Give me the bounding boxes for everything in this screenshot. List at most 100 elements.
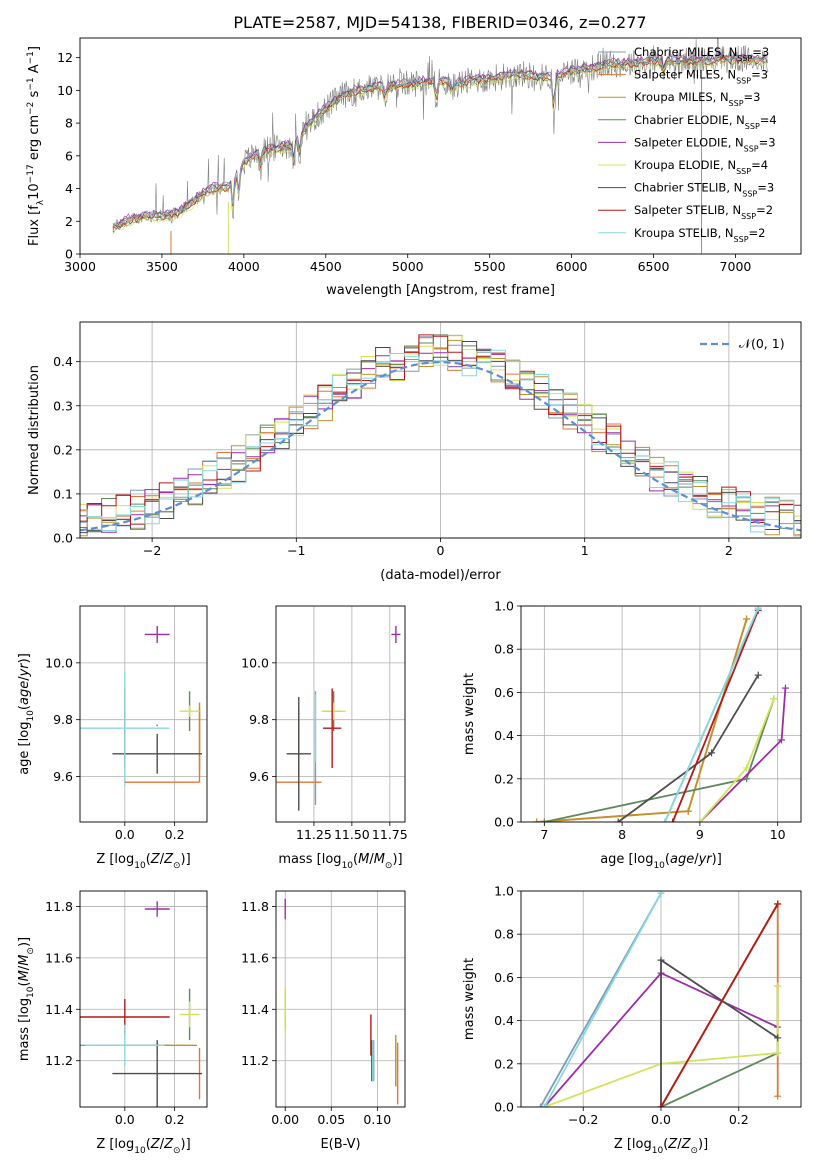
- label-part: Flux [f: [27, 205, 42, 246]
- label-part: 10: [27, 183, 42, 200]
- x-tick-label: −2: [143, 543, 161, 558]
- residual-histogram-step: [80, 349, 801, 537]
- y-tick-label: 0: [65, 247, 73, 262]
- y-tick-label: 9.6: [249, 769, 269, 784]
- y-axis-label: mass weight: [462, 958, 477, 1040]
- legend-label-tail: =2: [756, 203, 773, 217]
- mass-weight-line: [664, 607, 760, 822]
- error-bar-point: [323, 688, 342, 768]
- legend-label-subscript: SSP: [744, 144, 759, 153]
- label-part: age [log: [600, 852, 653, 867]
- label-part: (: [665, 852, 670, 867]
- label-part: Z: [150, 852, 161, 867]
- x-tick-label: 2: [725, 543, 733, 558]
- label-part: yr: [17, 662, 32, 678]
- y-tick-label: 9.8: [53, 712, 73, 727]
- x-tick-label: 0.0: [115, 827, 135, 842]
- label-part: (: [17, 705, 32, 710]
- label-part: s: [27, 90, 42, 101]
- legend-label-main: Kroupa MILES, N: [634, 90, 729, 104]
- axes-frame: [520, 605, 802, 823]
- y-tick-label: 11.8: [45, 899, 73, 914]
- axes-frame: [79, 321, 802, 539]
- x-tick-label: 6000: [556, 259, 588, 274]
- axes-frame: [79, 37, 802, 255]
- label-subscript: ⊙: [385, 861, 393, 871]
- error-bar-point: [179, 705, 200, 717]
- weight-vs-metallicity-panel: −0.2 0.0 0.20.00.20.40.60.81.0Z [log10(Z/Z…: [462, 884, 802, 1156]
- scatter-plot-area: [80, 901, 203, 1107]
- label-part: age: [17, 681, 32, 705]
- residuals-legend: 𝒩(0, 1): [700, 336, 785, 351]
- label-part: )]: [17, 653, 32, 663]
- label-superscript: −17: [26, 164, 36, 183]
- x-tick-label: 10: [770, 827, 786, 842]
- legend-entry-label: Chabrier MILES, NSSP=3: [634, 45, 769, 63]
- y-tick-label: 6: [65, 148, 73, 163]
- legend-entry-label: Chabrier ELODIE, NSSP=4: [634, 113, 777, 131]
- x-axis-label: mass [log10(M/M⊙)]: [278, 852, 402, 871]
- x-tick-label: 0.00: [271, 1112, 299, 1127]
- x-tick-label: 4500: [310, 259, 342, 274]
- legend-label-main: Kroupa ELODIE, N: [634, 158, 736, 172]
- y-tick-label: 11.8: [241, 899, 269, 914]
- y-tick-label: 0.3: [53, 398, 73, 413]
- legend-label-tail: =3: [752, 45, 769, 59]
- axes-frame: [520, 890, 802, 1108]
- legend-label-tail: =3: [751, 68, 768, 82]
- label-part: age [log: [17, 722, 32, 775]
- label-subscript: 10: [134, 1146, 146, 1156]
- label-subscript: ⊙: [690, 1146, 698, 1156]
- label-subscript: 10: [134, 861, 146, 871]
- legend-label-main: Chabrier STELIB, N: [634, 181, 742, 195]
- y-tick-label: 11.2: [45, 1053, 73, 1068]
- label-part: (: [146, 852, 151, 867]
- legend-label-tail: =4: [751, 158, 768, 172]
- axes-frame: [79, 890, 208, 1108]
- label-part: Z [log: [614, 1137, 652, 1152]
- x-tick-label: 0.0: [651, 1112, 671, 1127]
- x-axis-label: Z [log10(Z/Z⊙)]: [96, 1137, 190, 1156]
- label-part: Z: [150, 1137, 161, 1152]
- y-tick-label: 0.2: [53, 442, 73, 457]
- label-part: Z [log: [96, 852, 134, 867]
- legend-entry-label: Kroupa MILES, NSSP=3: [634, 90, 760, 108]
- y-tick-label: 1.0: [494, 884, 514, 899]
- y-tick-label: 2: [65, 214, 73, 229]
- axes-frame: [275, 605, 406, 823]
- mass-vs-metallicity-panel: 0.0 0.211.211.411.611.8Z [log10(Z/Z⊙)]mas…: [17, 890, 208, 1156]
- label-part: )]: [698, 1137, 708, 1152]
- error-bar-point: [156, 724, 159, 727]
- x-tick-label: 8: [618, 827, 626, 842]
- axes-frame: [79, 605, 208, 823]
- legend-label-main: Kroupa STELIB, N: [634, 226, 734, 240]
- x-tick-label: 0: [437, 543, 445, 558]
- x-axis-label: wavelength [Angstrom, rest frame]: [326, 283, 555, 298]
- legend-label-tail: =3: [744, 90, 761, 104]
- label-part: mass [log: [17, 998, 32, 1061]
- age-vs-metallicity-panel: 0.0 0.29.69.810.0Z [log10(Z/Z⊙)]age [log1…: [17, 605, 208, 871]
- label-part: )]: [181, 852, 191, 867]
- label-subscript: 10: [342, 861, 354, 871]
- label-part: M: [358, 852, 369, 867]
- error-bar-point: [84, 1024, 165, 1066]
- error-bar-point: [112, 733, 203, 774]
- legend-label-subscript: SSP: [742, 189, 757, 198]
- legend-label-main: Salpeter ELODIE, N: [634, 135, 744, 149]
- x-tick-label: 0.10: [363, 1112, 391, 1127]
- y-tick-label: 11.6: [45, 950, 73, 965]
- y-tick-label: 0.6: [494, 685, 514, 700]
- data-point: [156, 724, 159, 727]
- error-bar-point: [286, 696, 311, 811]
- legend-label-main: Chabrier MILES, N: [634, 45, 737, 59]
- model-spectrum-line: [112, 60, 768, 235]
- legend-label-subscript: SSP: [741, 212, 756, 221]
- x-axis-label: (data-model)/error: [380, 568, 501, 583]
- y-tick-label: 0.0: [53, 531, 73, 546]
- scatter-plot-area: [276, 625, 401, 811]
- error-bar-point: [321, 702, 346, 720]
- legend-label-tail: =3: [757, 181, 774, 195]
- legend-label-main: Chabrier ELODIE, N: [634, 113, 745, 127]
